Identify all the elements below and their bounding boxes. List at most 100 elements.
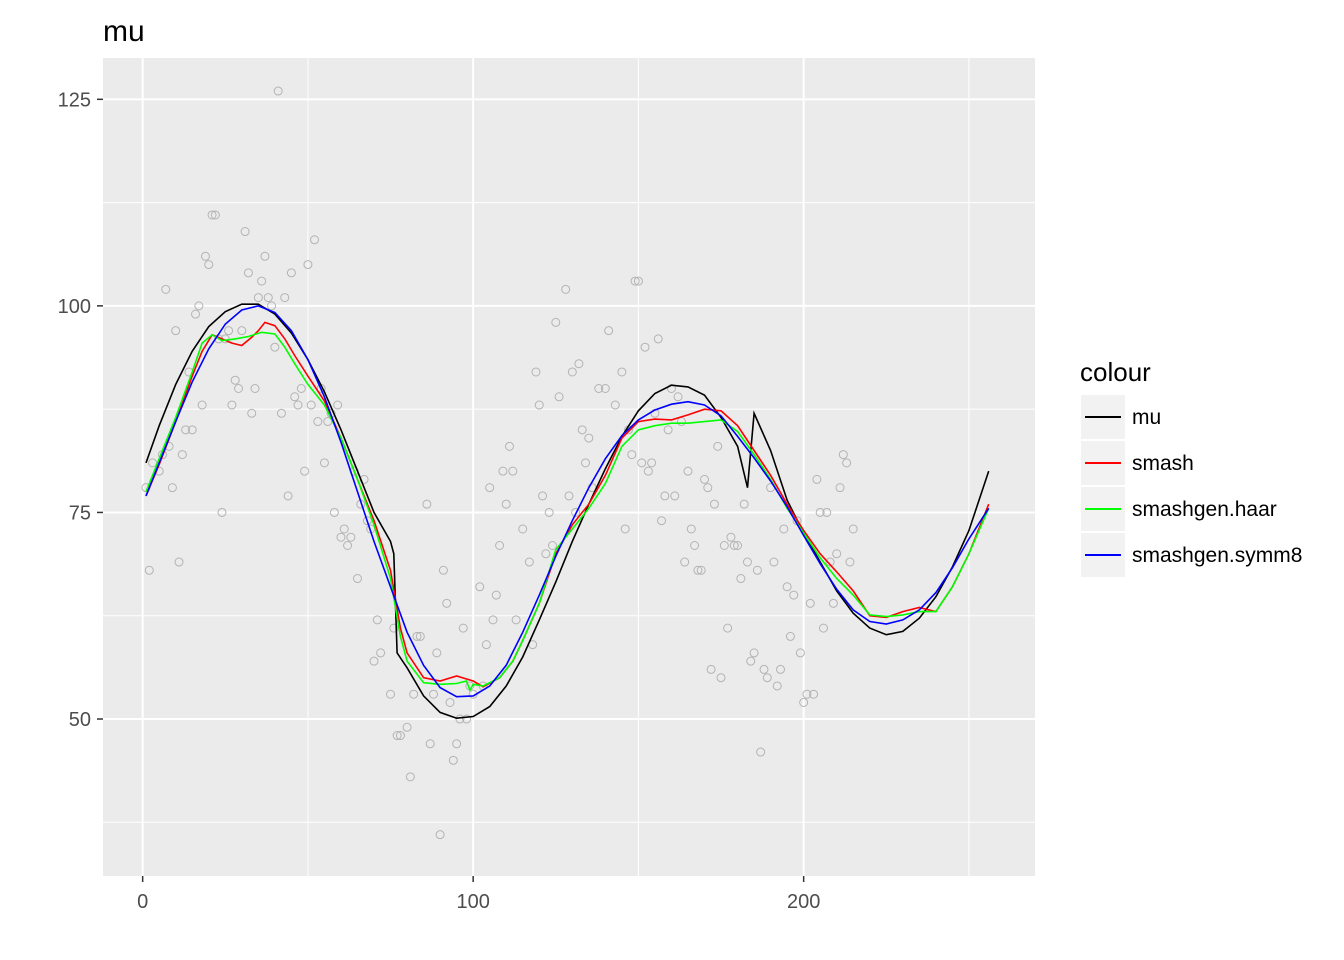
y-tick-label: 125: [58, 89, 91, 111]
data-point: [746, 656, 756, 666]
data-point: [343, 540, 353, 550]
data-point: [412, 631, 422, 641]
data-point: [442, 598, 452, 608]
data-point: [643, 466, 653, 476]
data-point: [729, 540, 739, 550]
data-point: [663, 425, 673, 435]
data-point: [812, 474, 822, 484]
data-point: [333, 400, 343, 410]
series-line-smashgen-symm8: [145, 305, 990, 698]
legend: colour mu smash smashgen.haar smashgen.symm…: [1080, 357, 1302, 577]
data-point: [376, 648, 386, 658]
data-point: [713, 441, 723, 451]
data-point: [838, 450, 848, 460]
data-point: [594, 384, 604, 394]
data-point: [144, 565, 154, 575]
data-point: [769, 557, 779, 567]
data-point: [369, 656, 379, 666]
data-point: [485, 483, 495, 493]
series-line-mu: [145, 303, 990, 720]
data-point: [551, 317, 561, 327]
data-point: [617, 367, 627, 377]
data-point: [640, 342, 650, 352]
legend-title: colour: [1080, 357, 1151, 387]
data-point: [243, 268, 253, 278]
legend-label: mu: [1132, 406, 1161, 429]
data-point: [177, 450, 187, 460]
data-point: [310, 235, 320, 245]
data-point: [828, 598, 838, 608]
data-point: [561, 284, 571, 294]
x-tick-label: 0: [137, 891, 148, 913]
data-point: [491, 590, 501, 600]
data-point: [405, 772, 415, 782]
data-point: [726, 532, 736, 542]
data-point: [280, 293, 290, 303]
data-point: [759, 664, 769, 674]
data-point: [772, 681, 782, 691]
data-point: [303, 260, 313, 270]
data-point: [432, 648, 442, 658]
data-point: [352, 574, 362, 584]
data-point: [567, 367, 577, 377]
data-point: [445, 697, 455, 707]
data-point: [488, 615, 498, 625]
data-point: [174, 557, 184, 567]
data-point: [227, 400, 237, 410]
y-tick-label: 100: [58, 296, 91, 318]
data-point: [422, 499, 432, 509]
data-point: [415, 631, 425, 641]
data-point: [690, 540, 700, 550]
data-point: [818, 623, 828, 633]
data-point: [448, 755, 458, 765]
data-point: [795, 648, 805, 658]
data-point: [547, 540, 557, 550]
data-point: [776, 664, 786, 674]
data-point: [604, 326, 614, 336]
data-point: [534, 400, 544, 410]
data-point: [181, 425, 191, 435]
data-point: [789, 590, 799, 600]
x-tick-label: 200: [787, 891, 820, 913]
data-point: [835, 483, 845, 493]
data-point: [148, 458, 158, 468]
data-point: [693, 565, 703, 575]
data-point: [475, 582, 485, 592]
data-point: [276, 408, 286, 418]
data-point: [703, 483, 713, 493]
legend-label: smash: [1132, 452, 1194, 475]
data-point: [832, 549, 842, 559]
data-point: [286, 268, 296, 278]
data-point: [600, 384, 610, 394]
data-point: [313, 417, 323, 427]
data-point: [842, 458, 852, 468]
data-point: [809, 689, 819, 699]
data-point: [210, 210, 220, 220]
data-point: [161, 284, 171, 294]
data-point: [501, 499, 511, 509]
data-point: [799, 697, 809, 707]
data-point: [402, 722, 412, 732]
data-point: [627, 450, 637, 460]
data-point: [346, 532, 356, 542]
y-axis: 50 75 100 125: [58, 89, 103, 731]
data-point: [670, 491, 680, 501]
data-point: [237, 326, 247, 336]
data-point: [584, 433, 594, 443]
data-point: [389, 623, 399, 633]
data-point: [336, 532, 346, 542]
data-point: [723, 623, 733, 633]
data-point: [425, 739, 435, 749]
data-point: [680, 557, 690, 567]
data-point: [541, 549, 551, 559]
data-point: [319, 458, 329, 468]
data-point: [508, 466, 518, 476]
data-point: [739, 499, 749, 509]
data-point: [538, 491, 548, 501]
data-point: [204, 260, 214, 270]
data-point: [815, 507, 825, 517]
data-point: [742, 557, 752, 567]
data-point: [544, 507, 554, 517]
y-tick-label: 50: [69, 709, 91, 731]
data-point: [637, 458, 647, 468]
